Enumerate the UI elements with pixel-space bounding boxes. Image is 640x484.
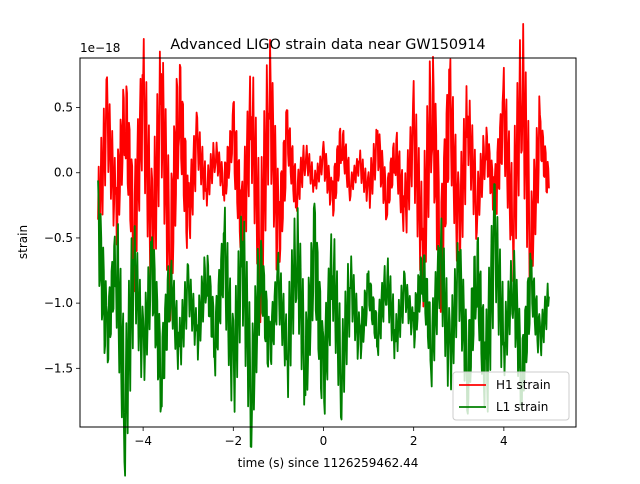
y-tick-label: 0.5 — [54, 101, 73, 115]
y-offset-label: 1e−18 — [80, 41, 120, 55]
legend-box — [452, 371, 570, 421]
chart-title: Advanced LIGO strain data near GW150914 — [170, 37, 485, 53]
y-tick-label: −0.5 — [44, 231, 73, 245]
y-axis-label: strain — [16, 225, 30, 259]
legend-label: H1 strain — [496, 378, 551, 392]
series-line-l1 — [97, 180, 550, 477]
axis-layer: −4 −2 0 2 4 0.5 0.0 −0.5 −1.0 −1.5 — [44, 101, 508, 448]
plot-frame — [79, 57, 577, 428]
x-tick-label: 0 — [320, 434, 328, 448]
legend-label: L1 strain — [496, 400, 548, 414]
x-tick-label: 4 — [500, 434, 508, 448]
x-axis-label: time (s) since 1126259462.44 — [238, 456, 419, 470]
series-line-h1 — [97, 22, 550, 324]
x-tick-label: 2 — [410, 434, 418, 448]
legend: H1 strain L1 strain — [452, 371, 570, 421]
y-tick-label: −1.5 — [44, 361, 73, 375]
y-tick-label: 0.0 — [54, 166, 73, 180]
series-layer — [97, 22, 550, 477]
y-tick-label: −1.0 — [44, 296, 73, 310]
x-tick-label: −2 — [224, 434, 242, 448]
x-tick-label: −4 — [134, 434, 152, 448]
